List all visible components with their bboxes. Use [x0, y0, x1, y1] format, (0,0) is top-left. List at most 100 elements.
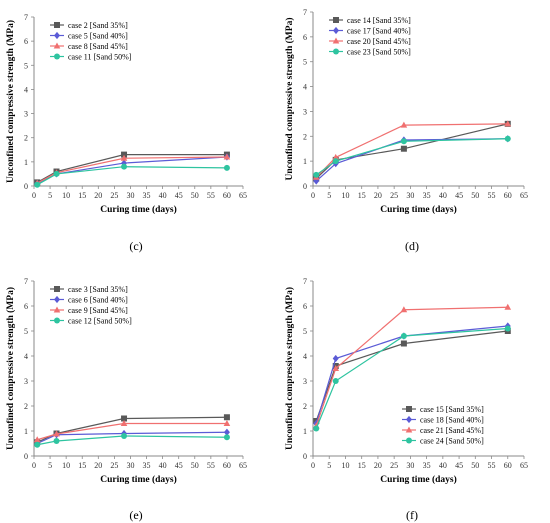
y-tick-label: 1 — [24, 158, 28, 167]
x-tick-label: 30 — [406, 191, 414, 200]
y-tick-label: 4 — [303, 83, 307, 92]
x-tick-label: 50 — [471, 191, 479, 200]
x-axis-title: Curing time (days) — [100, 474, 177, 485]
data-point — [504, 325, 511, 332]
legend-entry: case 6 [Sand 40%] — [68, 296, 128, 305]
chart-panel: 0 5 10 15 20 25 30 35 40 45 50 55 60 6501234567Curing… — [5, 13, 247, 253]
legend-entry: case 3 [Sand 35%] — [68, 285, 128, 294]
data-point — [313, 171, 320, 178]
x-tick-label: 30 — [406, 461, 414, 470]
data-point — [53, 438, 60, 444]
legend-marker — [54, 53, 60, 60]
data-point — [332, 153, 340, 160]
legend-marker — [406, 437, 412, 444]
x-tick-label: 25 — [110, 191, 118, 200]
y-tick-label: 6 — [303, 33, 307, 42]
x-tick-label: 35 — [423, 191, 431, 200]
x-tick-label: 5 — [327, 461, 331, 470]
y-tick-label: 5 — [24, 61, 28, 70]
legend-entry: case 23 [Sand 50%] — [347, 48, 411, 57]
panel-label: (c) — [129, 239, 142, 253]
data-point — [120, 420, 128, 426]
panel-label: (f) — [406, 508, 418, 522]
legend-entry: case 5 [Sand 40%] — [68, 32, 128, 41]
x-tick-label: 5 — [327, 191, 331, 200]
x-tick-label: 25 — [390, 191, 398, 200]
panel-label: (d) — [405, 239, 419, 253]
data-point — [223, 434, 230, 441]
x-tick-label: 65 — [520, 461, 528, 470]
y-axis-title: Unconfined compressive strength (MPa) — [284, 287, 295, 450]
legend-marker — [333, 48, 339, 55]
x-tick-label: 40 — [439, 191, 447, 200]
x-tick-label: 5 — [48, 461, 52, 470]
y-tick-label: 0 — [303, 182, 307, 191]
y-tick-label: 2 — [24, 134, 28, 143]
y-tick-label: 2 — [303, 132, 307, 141]
y-tick-label: 7 — [303, 8, 307, 17]
chart-panel: 0 5 10 15 20 25 30 35 40 45 50 55 60 6501234567Curing… — [284, 8, 528, 253]
x-tick-label: 20 — [94, 461, 102, 470]
x-tick-label: 10 — [341, 461, 349, 470]
y-tick-label: 3 — [303, 107, 307, 116]
legend-entry: case 24 [Sand 50%] — [420, 437, 484, 446]
y-tick-label: 3 — [24, 110, 28, 119]
data-point — [223, 428, 230, 436]
x-tick-label: 15 — [78, 461, 86, 470]
y-tick-label: 1 — [24, 427, 28, 436]
data-point — [120, 154, 128, 161]
y-tick-label: 4 — [303, 352, 307, 361]
x-tick-label: 40 — [159, 191, 167, 200]
legend-marker — [406, 406, 412, 412]
series-line — [315, 330, 508, 422]
x-tick-label: 35 — [143, 461, 151, 470]
series-line — [36, 431, 227, 445]
x-tick-label: 45 — [455, 191, 463, 200]
x-tick-label: 50 — [471, 461, 479, 470]
data-point — [121, 415, 128, 422]
data-point — [332, 158, 339, 165]
legend-marker — [406, 415, 412, 424]
chart-panel: 0 5 10 15 20 25 30 35 40 45 50 55 60 6501234567Curing… — [5, 277, 247, 522]
series-line — [315, 123, 508, 178]
y-tick-label: 1 — [303, 427, 307, 436]
x-axis-title: Curing time (days) — [100, 204, 177, 215]
x-tick-label: 30 — [126, 461, 134, 470]
y-tick-label: 6 — [24, 37, 28, 46]
data-point — [332, 365, 340, 371]
data-point — [121, 433, 128, 439]
data-point — [223, 164, 230, 171]
x-tick-label: 45 — [175, 191, 183, 200]
x-tick-label: 50 — [191, 461, 199, 470]
x-tick-label: 15 — [358, 461, 366, 470]
x-tick-label: 5 — [48, 191, 52, 200]
data-point — [223, 420, 231, 426]
y-axis-title: Unconfined compressive strength (MPa) — [5, 20, 16, 183]
legend-entry: case 9 [Sand 45%] — [68, 306, 128, 315]
legend-entry: case 8 [Sand 45%] — [68, 42, 128, 51]
x-tick-label: 0 — [311, 461, 315, 470]
y-axis-title: Unconfined compressive strength (MPa) — [284, 18, 295, 181]
x-tick-label: 20 — [374, 461, 382, 470]
x-axis-title: Curing time (days) — [380, 474, 457, 485]
series-line — [36, 416, 227, 443]
legend: case 3 [Sand 35%] case 6 [Sand 40%]case 9… — [50, 285, 132, 326]
legend-marker — [332, 37, 340, 44]
y-tick-label: 2 — [303, 402, 307, 411]
series-line — [315, 138, 508, 182]
x-tick-label: 35 — [423, 461, 431, 470]
legend-marker — [54, 317, 60, 324]
data-point — [34, 441, 41, 448]
panel-label: (e) — [129, 508, 142, 522]
data-point — [400, 333, 407, 339]
x-tick-label: 40 — [439, 461, 447, 470]
data-point — [223, 414, 230, 421]
data-point — [313, 425, 320, 432]
legend-marker — [53, 306, 61, 313]
x-tick-label: 30 — [126, 191, 134, 200]
x-tick-label: 60 — [223, 191, 231, 200]
x-tick-label: 55 — [207, 461, 215, 470]
y-tick-label: 3 — [24, 377, 28, 386]
y-tick-label: 0 — [24, 182, 28, 191]
x-tick-label: 65 — [239, 191, 247, 200]
